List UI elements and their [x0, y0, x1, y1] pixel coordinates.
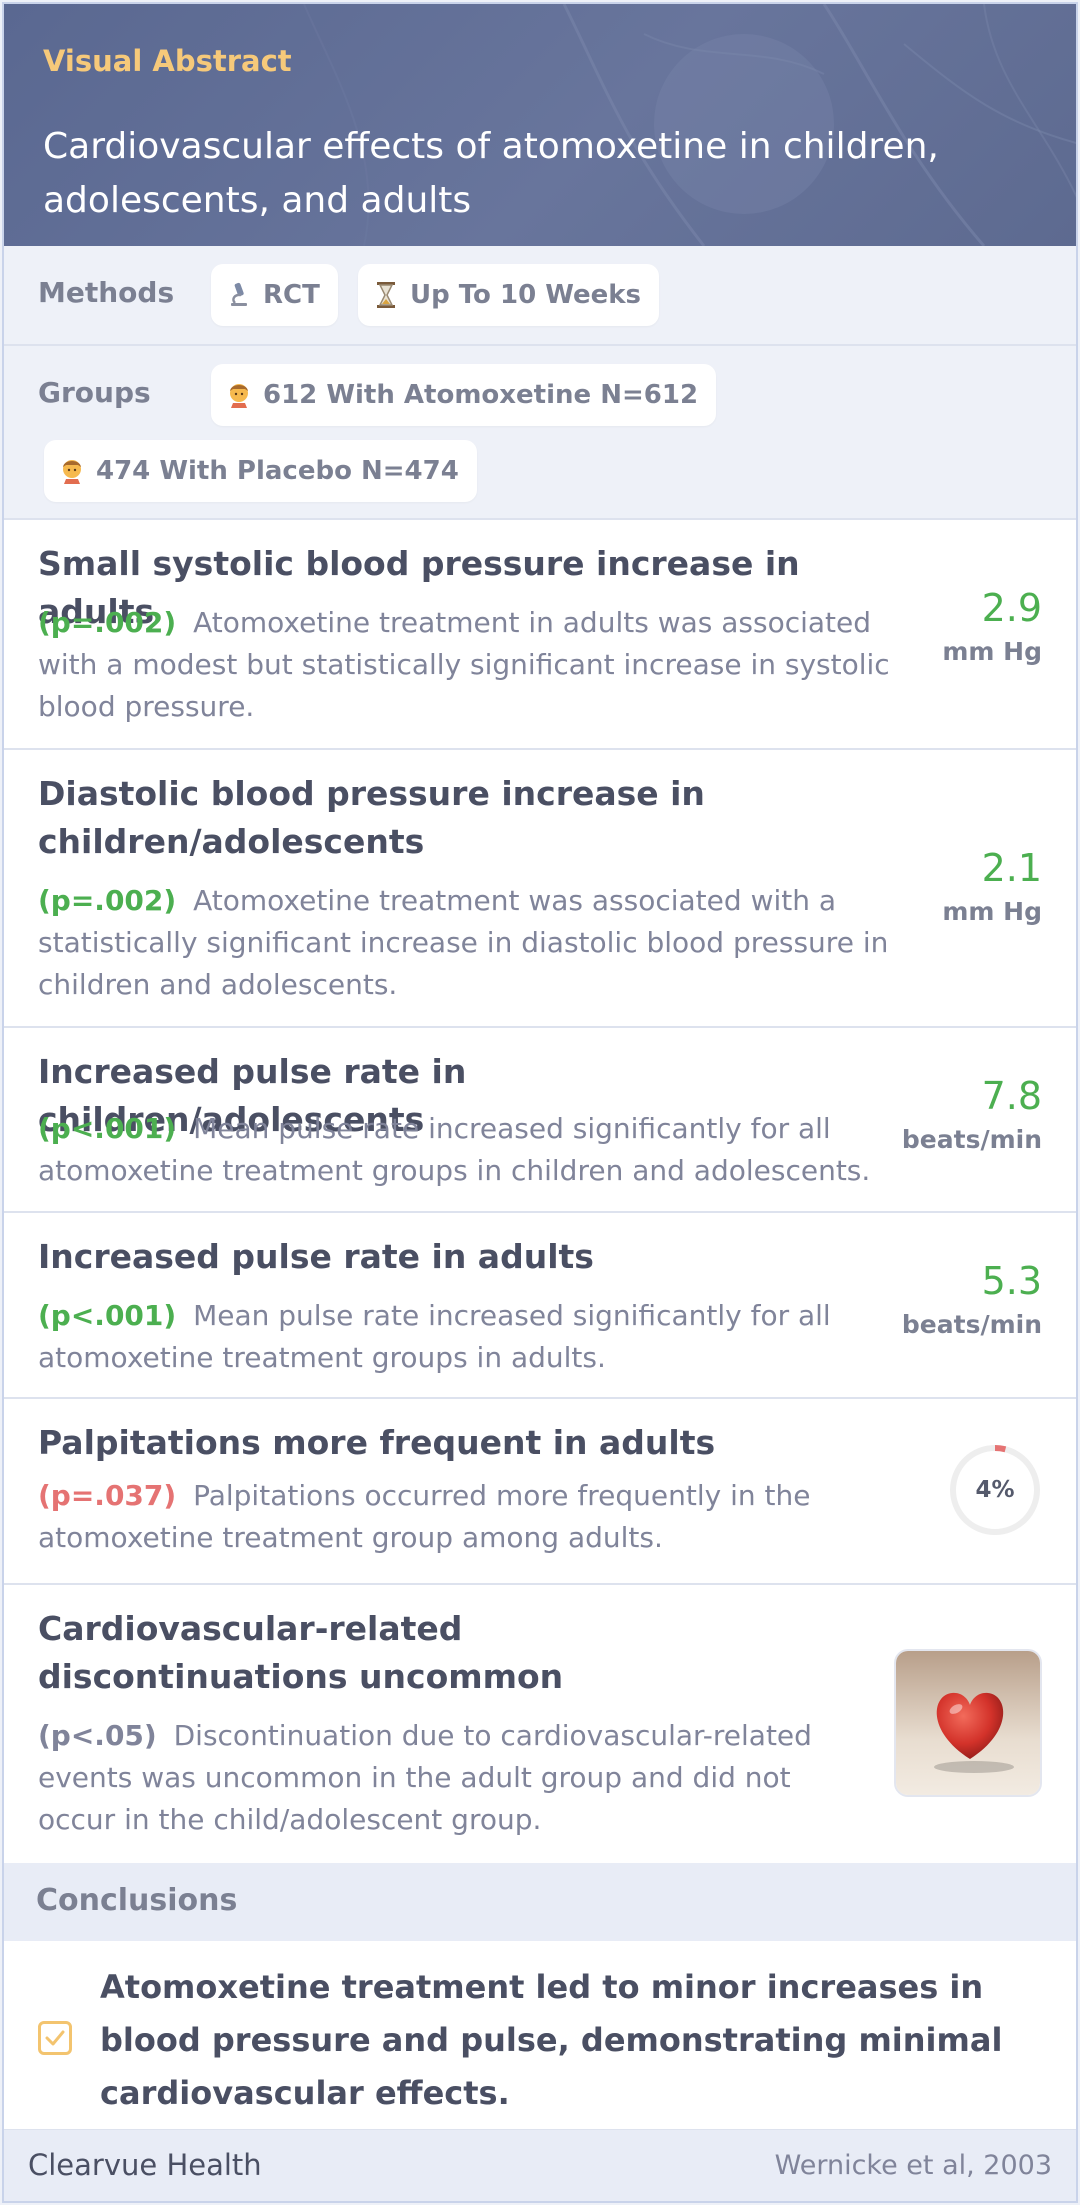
p-value: (p<.001)	[38, 1299, 177, 1332]
finding-value: 2.9 mm Hg	[942, 584, 1042, 672]
finding-pulse-adults: Increased pulse rate in adults (p<.001) …	[4, 1213, 1076, 1399]
finding-title: Palpitations more frequent in adults	[38, 1423, 716, 1462]
microscope-icon	[231, 282, 247, 306]
conclusions-header: Conclusions	[4, 1863, 1076, 1941]
finding-description: (p=.037) Palpitations occurred more freq…	[38, 1475, 898, 1559]
groups-row: Groups 612 With Atomoxetine N=612	[4, 346, 1076, 520]
p-value: (p<.05)	[38, 1719, 157, 1752]
finding-title: Small systolic blood pressure increase i…	[38, 544, 800, 631]
group-chip-label: 474 With Placebo N=474	[96, 456, 459, 486]
value-unit: beats/min	[901, 1310, 1042, 1339]
methods-label: Methods	[38, 276, 175, 309]
finding-text: Palpitations occurred more frequently in…	[38, 1479, 811, 1554]
check-icon	[38, 2021, 72, 2055]
finding-text: Atomoxetine treatment was associated wit…	[38, 884, 889, 1001]
finding-discontinuations: Cardiovascular-related discontinuations …	[4, 1585, 1076, 1863]
page-title: Cardiovascular effects of atomoxetine in…	[43, 126, 939, 221]
heart-image	[894, 1649, 1042, 1797]
groups-label: Groups	[38, 376, 151, 409]
p-value: (p<.001)	[38, 1112, 177, 1145]
vein-background-icon	[303, 4, 1076, 246]
conclusion-text: Atomoxetine treatment led to minor incre…	[100, 1968, 1003, 2112]
value-unit: beats/min	[901, 1125, 1042, 1154]
person-icon	[63, 460, 81, 484]
person-icon	[230, 384, 248, 408]
study-meta: Methods RCT Up To 10 Weeks	[4, 246, 1076, 520]
kicker-label: Visual Abstract	[43, 44, 292, 78]
finding-diastolic-children: Diastolic blood pressure increase in chi…	[4, 750, 1076, 1028]
finding-value: 5.3 beats/min	[902, 1257, 1042, 1345]
finding-title: Increased pulse rate in children/adolesc…	[38, 1052, 467, 1139]
finding-title: Cardiovascular-related discontinuations …	[38, 1609, 564, 1696]
value-unit: mm Hg	[942, 897, 1042, 926]
finding-text: Discontinuation due to cardiovascular-re…	[38, 1719, 812, 1836]
hourglass-icon	[377, 282, 395, 308]
value-number: 7.8	[981, 1074, 1042, 1118]
percent-ring-arc	[950, 1445, 1040, 1535]
percent-ring: 4%	[948, 1443, 1042, 1537]
brand-name: Clearvue Health	[28, 2148, 262, 2182]
finding-text: Mean pulse rate increased significantly …	[38, 1112, 871, 1187]
header-banner: Visual Abstract Cardiovascular effects o…	[4, 4, 1076, 246]
finding-palpitations: Palpitations more frequent in adults (p=…	[4, 1399, 1076, 1585]
finding-description: (p=.002) Atomoxetine treatment was assoc…	[38, 880, 898, 1006]
finding-description: (p<.001) Mean pulse rate increased signi…	[38, 1295, 898, 1379]
finding-text: Atomoxetine treatment in adults was asso…	[38, 606, 890, 723]
heart-icon	[896, 1651, 1040, 1795]
finding-description: (p<.001) Mean pulse rate increased signi…	[38, 1108, 898, 1192]
method-chip-label: Up To 10 Weeks	[410, 280, 641, 310]
finding-pulse-children: Increased pulse rate in children/adolesc…	[4, 1028, 1076, 1213]
methods-row: Methods RCT Up To 10 Weeks	[4, 246, 1076, 346]
value-unit: mm Hg	[942, 637, 1042, 666]
finding-title: Diastolic blood pressure increase in chi…	[38, 774, 705, 861]
finding-description: (p<.05) Discontinuation due to cardiovas…	[38, 1715, 858, 1841]
method-chip-label: RCT	[263, 280, 320, 310]
group-chip-placebo: 474 With Placebo N=474	[44, 440, 477, 502]
finding-title: Increased pulse rate in adults	[38, 1237, 594, 1276]
finding-value: 2.1 mm Hg	[942, 844, 1042, 932]
finding-systolic-adults: Small systolic blood pressure increase i…	[4, 520, 1076, 750]
percent-ring-label: 4%	[975, 1477, 1015, 1503]
finding-value: 7.8 beats/min	[902, 1072, 1042, 1160]
footer: Clearvue Health Wernicke et al, 2003	[4, 2129, 1076, 2201]
method-chip-rct: RCT	[211, 264, 338, 326]
p-value: (p=.037)	[38, 1479, 177, 1512]
group-chip-label: 612 With Atomoxetine N=612	[263, 380, 699, 410]
p-value: (p=.002)	[38, 606, 177, 639]
conclusions-label: Conclusions	[36, 1883, 238, 1918]
percent-ring-icon	[950, 1445, 1040, 1535]
finding-description: (p=.002) Atomoxetine treatment in adults…	[38, 602, 898, 728]
finding-text: Mean pulse rate increased significantly …	[38, 1299, 831, 1374]
method-chip-duration: Up To 10 Weeks	[358, 264, 659, 326]
group-chip-atomoxetine: 612 With Atomoxetine N=612	[211, 364, 717, 426]
value-number: 5.3	[981, 1259, 1042, 1303]
conclusions-body: Atomoxetine treatment led to minor incre…	[4, 1941, 1076, 2135]
value-number: 2.9	[981, 586, 1042, 630]
citation: Wernicke et al, 2003	[774, 2150, 1052, 2181]
p-value: (p=.002)	[38, 884, 177, 917]
value-number: 2.1	[981, 846, 1042, 890]
